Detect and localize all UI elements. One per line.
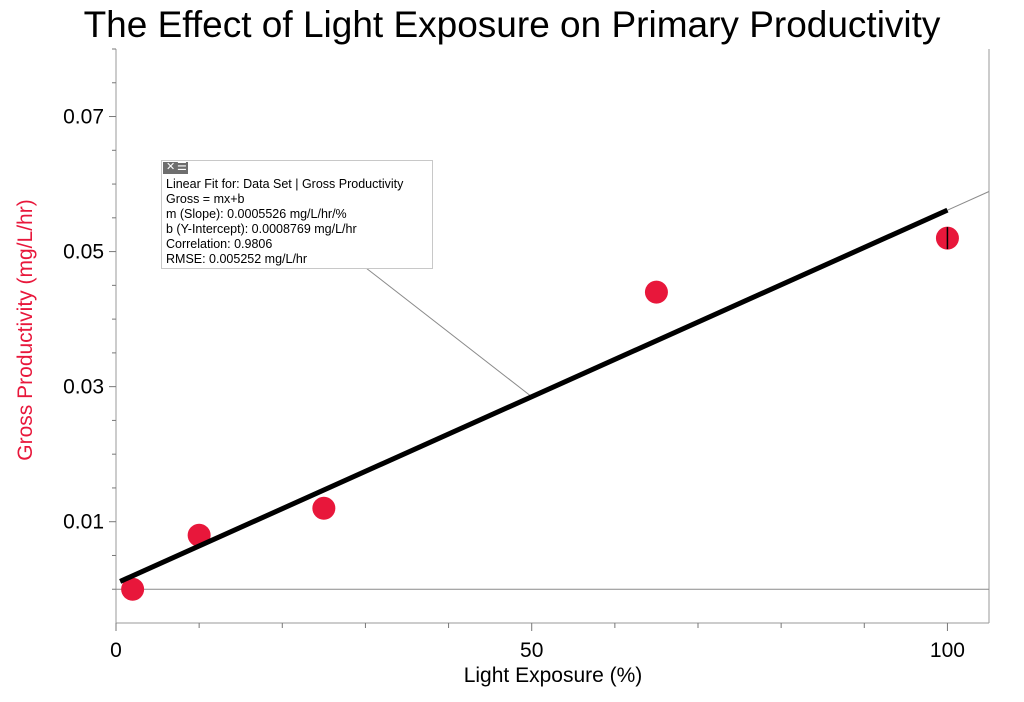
fit-equation: Gross = mx+b <box>166 192 245 206</box>
x-tick-label: 100 <box>930 639 965 662</box>
data-point <box>312 496 336 520</box>
close-icon[interactable]: ✕ <box>166 161 176 173</box>
fit-intercept: b (Y-Intercept): 0.0008769 mg/L/hr <box>166 222 357 236</box>
data-point <box>121 577 145 601</box>
fit-box-controls: ✕ ☰ <box>163 161 188 174</box>
fit-slope: m (Slope): 0.0005526 mg/L/hr/% <box>166 207 347 221</box>
x-axis-label: Light Exposure (%) <box>463 664 643 687</box>
y-tick-label: 0.07 <box>63 106 104 129</box>
x-tick-label: 50 <box>520 639 543 662</box>
data-point <box>644 280 668 304</box>
x-tick-label: 0 <box>110 639 122 662</box>
annotation-leader-line <box>365 267 533 398</box>
fit-title: Linear Fit for: Data Set | Gross Product… <box>166 177 404 191</box>
fit-correlation: Correlation: 0.9806 <box>166 237 273 251</box>
y-tick-label: 0.05 <box>63 241 104 264</box>
linear-fit-box[interactable]: ✕ ☰ Linear Fit for: Data Set | Gross Pro… <box>161 160 433 269</box>
menu-icon[interactable]: ☰ <box>177 161 187 173</box>
fit-rmse: RMSE: 0.005252 mg/L/hr <box>166 252 308 266</box>
y-tick-label: 0.03 <box>63 376 104 399</box>
regression-line <box>119 207 949 584</box>
y-tick-label: 0.01 <box>63 511 104 534</box>
chart-title: The Effect of Light Exposure on Primary … <box>83 4 941 45</box>
fit-extension-line <box>947 191 990 211</box>
